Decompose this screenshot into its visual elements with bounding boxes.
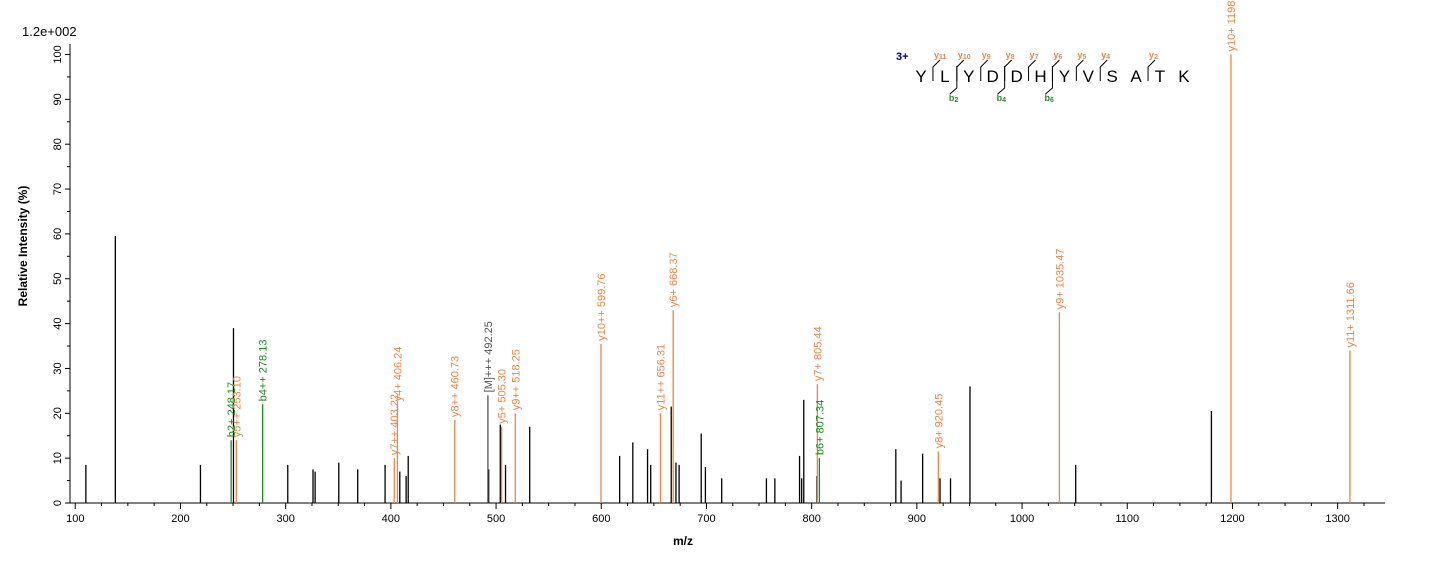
y-tick-label: 0 [52,500,64,506]
x-tick-label: 1000 [1010,513,1034,525]
peak-label: y5++ 253.10 [231,376,243,437]
sequence-residue: H [1034,67,1046,86]
ion-subscript: 6 [1058,54,1062,61]
x-tick-label: 900 [908,513,926,525]
peak-label: [M]+++ 492.25 [483,321,495,392]
peak-label: y10++ 599.76 [596,273,608,340]
x-tick-label: 700 [697,513,715,525]
ion-subscript: 11 [939,54,947,61]
y-tick-label: 70 [52,183,64,195]
ion-subscript: 7 [1035,54,1039,61]
b-ion-label: b2 [949,93,959,104]
peak-label: y7++ 403.22 [389,394,401,455]
peak-label: y9+ 1035.47 [1054,249,1066,310]
y-ion-label: y4 [1101,50,1110,61]
y-tick-label: 90 [52,93,64,105]
x-tick-label: 300 [276,513,294,525]
ion-subscript: 9 [987,54,991,61]
sequence-residue: D [1010,67,1022,86]
charge-state: 3+ [896,51,909,63]
y-tick-label: 50 [52,273,64,285]
y-ion-label: y2 [1149,50,1158,61]
peak-label: y4+ 406.24 [392,347,404,402]
sequence-residue: L [940,67,949,86]
peak-label: b6+ 807.34 [814,400,826,455]
ion-subscript: 10 [963,54,971,61]
y-ion-label: y8 [1006,50,1015,61]
intensity-scale-label: 1.2e+002 [22,24,77,39]
peak-label: b2+ 248.17 [226,382,238,437]
b-ion-bracket [949,66,958,95]
b-ion-label: b6 [1044,93,1054,104]
x-tick-label: 400 [382,513,400,525]
y-ion-bracket [1147,59,1156,81]
y-ion-bracket [1075,59,1084,81]
y-ion-bracket [1099,59,1108,81]
y-axis-title: Relative Intensity (%) [16,186,30,307]
y-tick-label: 100 [52,45,64,63]
y-ion-label: y11 [934,50,947,61]
ion-subscript: 8 [1011,54,1015,61]
y-tick-label: 30 [52,362,64,374]
sequence-residue: K [1178,67,1190,86]
y-ion-bracket [932,59,941,81]
y-ion-bracket [1028,59,1036,81]
y-tick-label: 10 [52,452,64,464]
ion-subscript: 6 [1050,97,1054,104]
peaks [85,54,1351,503]
sequence-residue: Y [1059,67,1070,86]
ion-subscript: 4 [1106,54,1110,61]
peak-label: y7+ 805.44 [812,326,824,381]
peak-label: b4++ 278.13 [258,340,270,402]
x-tick-label: 600 [592,513,610,525]
x-tick-label: 800 [802,513,820,525]
y-tick-label: 80 [52,138,64,150]
y-tick-label: 20 [52,407,64,419]
y-ion-label: y5 [1077,50,1086,61]
peak-label: y8+ 920.45 [933,394,945,449]
y-tick-label: 40 [52,317,64,329]
sequence-residue: A [1130,67,1142,86]
sequence-residue: Y [963,67,974,86]
x-axis-title: m/z [673,534,693,548]
peak-label: y10+ 1198.56 [1226,0,1238,51]
x-tick-label: 1200 [1220,513,1244,525]
y-ion-label: y10 [958,50,971,61]
b-ion-bracket [997,66,1006,95]
b-ion-label: b4 [997,93,1007,104]
ion-subscript: 2 [1154,54,1158,61]
ion-subscript: 5 [1082,54,1086,61]
peak-label: y5+ 505.30 [497,369,509,424]
sequence-residue: V [1083,67,1095,86]
sequence-residue: Y [915,67,926,86]
sequence-residue: D [987,67,999,86]
y-ion-bracket [980,59,989,81]
sequence-residue: S [1107,67,1118,86]
sequence-residue: T [1155,67,1165,86]
x-tick-label: 500 [487,513,505,525]
y-tick-label: 60 [52,228,64,240]
y-axis-ticks: 0 10 20 30 40 50 60 70 80 90 100 [52,45,70,506]
peak-label: y8++ 460.73 [450,356,462,417]
peak-label: y9++ 518.25 [510,349,522,410]
b-ion-bracket [1045,66,1053,95]
peak-label: y11+ 1311.66 [1345,282,1357,347]
x-tick-label: 100 [66,513,84,525]
y-ion-label: y7 [1030,50,1039,61]
x-tick-label: 200 [171,513,189,525]
y-ion-label: y9 [982,50,991,61]
peak-label: y6+ 668.37 [668,252,680,307]
ion-subscript: 2 [954,97,958,104]
x-tick-label: 1100 [1115,513,1139,525]
x-tick-label: 1300 [1325,513,1349,525]
y-ion-label: y6 [1053,50,1062,61]
ion-subscript: 4 [1002,97,1006,104]
x-axis: 100 200 300 400 500 600 700 800 900 1000 1100 1200 1… [66,44,1385,525]
peak-label: y11++ 656.31 [655,344,667,410]
